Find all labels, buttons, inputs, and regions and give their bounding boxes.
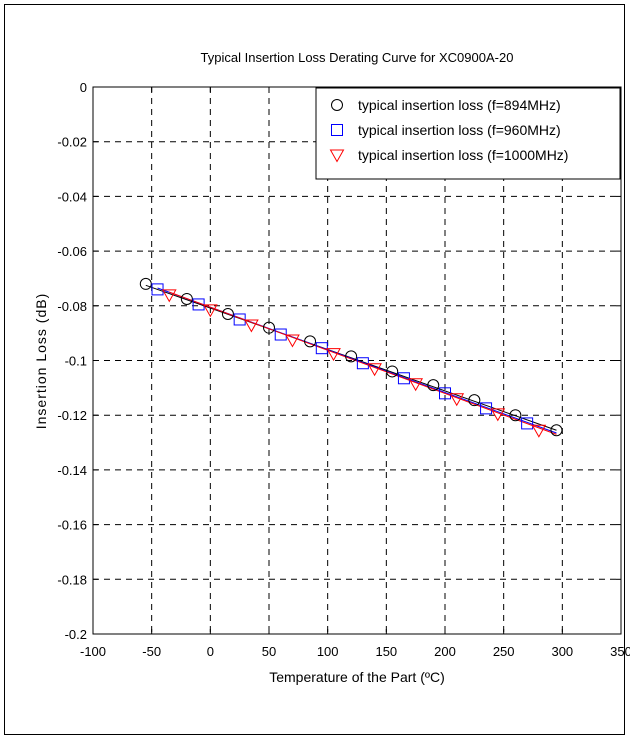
data-point	[202, 304, 218, 318]
legend-label: typical insertion loss (f=894MHz)	[358, 97, 561, 113]
data-point	[304, 335, 317, 348]
y-tick-label: -0.1	[65, 354, 87, 369]
grid-lines	[93, 87, 621, 634]
data-point	[263, 321, 275, 334]
legend-marker	[331, 99, 343, 111]
x-tick-label: 50	[262, 644, 276, 659]
x-tick-label: -100	[80, 644, 106, 659]
legend: typical insertion loss (f=894MHz) typical…	[315, 87, 621, 180]
x-tick-label: 0	[207, 644, 214, 659]
legend-marker	[331, 124, 343, 136]
data-point	[521, 417, 534, 430]
x-tick-label: 100	[317, 644, 339, 659]
y-tick-label: -0.06	[57, 244, 87, 259]
legend-box	[315, 87, 621, 180]
y-tick-label: -0.16	[57, 518, 87, 533]
legend-label: typical insertion loss (f=1000MHz)	[358, 147, 568, 163]
data-point	[449, 393, 465, 407]
data-point	[490, 408, 506, 422]
data-point	[531, 424, 547, 438]
x-tick-label: 250	[493, 644, 515, 659]
axis-ticks: -100 -50 0 50 100 150 200 250 300 350 0 -0.02 -0.04 -…	[57, 80, 630, 659]
data-point	[509, 409, 522, 422]
chart-title: Typical Insertion Loss Derating Curve fo…	[201, 50, 514, 65]
x-tick-label: 300	[551, 644, 573, 659]
x-axis-label: Temperature of the Part (ºC)	[269, 669, 445, 685]
data-markers	[139, 277, 563, 438]
y-tick-label: 0	[80, 80, 87, 95]
y-tick-label: -0.08	[57, 299, 87, 314]
data-point	[427, 379, 440, 392]
data-point	[326, 348, 341, 362]
legend-marker	[329, 149, 345, 163]
y-tick-label: -0.14	[57, 463, 87, 478]
data-point	[244, 319, 259, 333]
x-tick-label: 200	[434, 644, 456, 659]
y-tick-label: -0.04	[57, 189, 87, 204]
data-point	[367, 363, 382, 377]
data-point	[139, 277, 152, 290]
data-point	[285, 334, 300, 348]
x-tick-label: 350	[610, 644, 630, 659]
y-tick-label: -0.02	[57, 135, 87, 150]
data-point	[221, 308, 234, 321]
data-point	[550, 424, 563, 437]
y-axis-label: Insertion Loss (dB)	[33, 293, 49, 430]
data-point	[345, 350, 358, 363]
data-point	[386, 365, 399, 378]
x-tick-label: -50	[142, 644, 161, 659]
data-point	[468, 394, 481, 407]
data-point	[161, 289, 177, 303]
data-point	[180, 292, 193, 305]
y-tick-label: -0.12	[57, 408, 87, 423]
legend-label: typical insertion loss (f=960MHz)	[358, 122, 561, 138]
y-tick-label: -0.2	[65, 627, 87, 642]
x-tick-label: 150	[375, 644, 397, 659]
figure-border	[4, 4, 625, 735]
data-point	[408, 378, 424, 392]
y-tick-label: -0.18	[57, 572, 87, 587]
